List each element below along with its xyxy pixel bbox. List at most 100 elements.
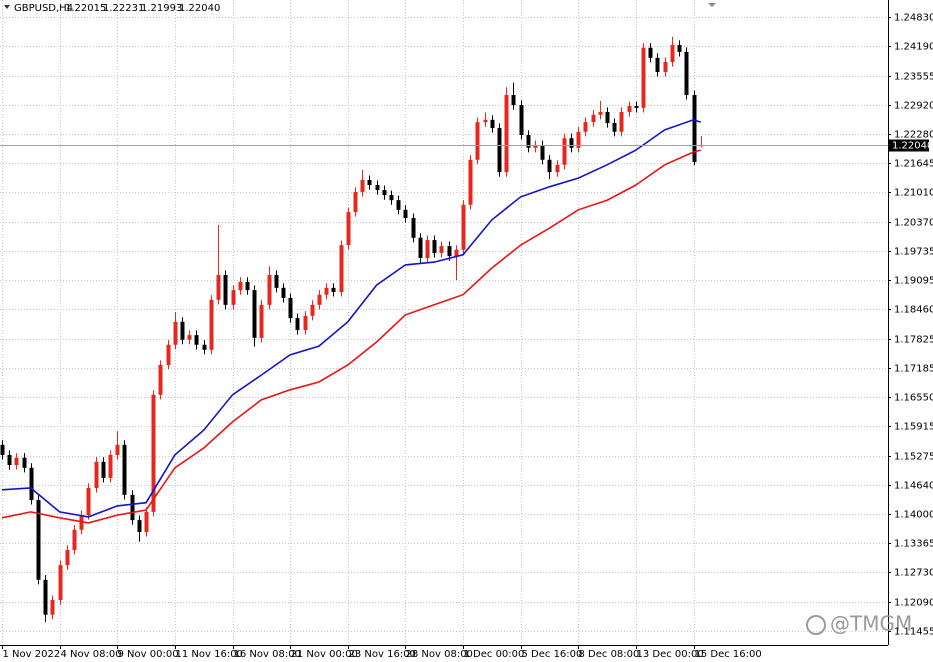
candle-body bbox=[591, 114, 596, 123]
candle-body bbox=[115, 444, 120, 455]
candle-body bbox=[223, 274, 228, 305]
candle-body bbox=[36, 499, 41, 580]
candle-body bbox=[526, 134, 531, 148]
candle-body bbox=[122, 444, 127, 495]
candle-body bbox=[684, 51, 689, 96]
candle-body bbox=[151, 394, 156, 512]
y-tick-label: 1.15275 bbox=[894, 452, 933, 463]
y-tick-label: 1.17185 bbox=[894, 364, 933, 375]
candle-body bbox=[267, 274, 272, 305]
moving-average bbox=[1, 149, 701, 524]
candle-body bbox=[50, 600, 55, 615]
watermark-text: @TMGM bbox=[830, 612, 912, 636]
candle-body bbox=[231, 290, 236, 305]
y-tick-label: 1.19095 bbox=[894, 276, 933, 287]
candle-body bbox=[468, 159, 473, 205]
candle-body bbox=[555, 164, 560, 173]
candle-body bbox=[194, 335, 199, 345]
candle-body bbox=[0, 444, 5, 455]
candle-body bbox=[245, 281, 250, 291]
candle-body bbox=[144, 511, 149, 533]
candle-body bbox=[411, 218, 416, 238]
y-tick-label: 1.23555 bbox=[894, 72, 933, 83]
candle-body bbox=[166, 344, 171, 365]
candle-body bbox=[447, 246, 452, 257]
candle-body bbox=[497, 128, 502, 173]
y-tick-label: 1.13365 bbox=[894, 539, 933, 550]
y-tick-label: 1.22920 bbox=[894, 101, 933, 112]
grid bbox=[0, 0, 888, 645]
candle-body bbox=[403, 209, 408, 219]
candle-body bbox=[598, 112, 603, 115]
candle-body bbox=[634, 106, 639, 108]
candle-body bbox=[130, 494, 135, 521]
candle-body bbox=[238, 281, 243, 291]
candle-body bbox=[670, 44, 675, 62]
candle-body bbox=[274, 274, 279, 288]
candle-body bbox=[22, 457, 27, 468]
candle-body bbox=[612, 123, 617, 132]
x-tick-label: 1 Nov 2022 bbox=[3, 649, 61, 660]
candle-body bbox=[252, 290, 257, 338]
candle-body bbox=[43, 579, 48, 615]
candle-body bbox=[483, 119, 488, 123]
candle-body bbox=[627, 106, 632, 113]
y-tick-label: 1.11455 bbox=[894, 627, 933, 638]
open-label: 1.22015 bbox=[65, 3, 106, 14]
candle-body bbox=[619, 112, 624, 132]
scroll-icon[interactable] bbox=[708, 3, 716, 7]
candle-body bbox=[389, 195, 394, 201]
candle-body bbox=[324, 287, 329, 295]
x-tick-label: 16 Nov 08:00 bbox=[234, 649, 301, 660]
candle-body bbox=[439, 246, 444, 253]
candle-body bbox=[418, 237, 423, 258]
x-tick-label: 15 Dec 16:00 bbox=[695, 649, 762, 660]
candle-body bbox=[209, 299, 214, 350]
candle-body bbox=[72, 529, 77, 550]
y-tick-label: 1.17825 bbox=[894, 335, 933, 346]
x-tick-label: 9 Nov 00:00 bbox=[118, 649, 179, 660]
candle-body bbox=[331, 287, 336, 292]
candle-body bbox=[14, 457, 19, 466]
candle-body bbox=[65, 549, 70, 566]
candle-body bbox=[58, 565, 63, 601]
candle-body bbox=[216, 274, 221, 300]
candle-body bbox=[94, 461, 99, 488]
x-tick-label: 4 Nov 08:00 bbox=[61, 649, 122, 660]
candle-body bbox=[519, 105, 524, 135]
x-tick-label: 28 Nov 08:00 bbox=[406, 649, 473, 660]
y-tick-label: 1.12730 bbox=[894, 568, 933, 579]
y-tick-label: 1.24830 bbox=[894, 13, 933, 24]
candle-body bbox=[353, 191, 358, 213]
last-price-tag bbox=[889, 139, 929, 152]
candle-body bbox=[396, 200, 401, 210]
candle-body bbox=[7, 454, 12, 466]
close-label: 1.22040 bbox=[179, 3, 220, 14]
x-tick-label: 23 Nov 16:00 bbox=[349, 649, 416, 660]
candle-body bbox=[281, 287, 286, 298]
y-tick-label: 1.19735 bbox=[894, 247, 933, 258]
candle-body bbox=[569, 138, 574, 148]
candle-body bbox=[187, 335, 192, 340]
candle-body bbox=[677, 44, 682, 52]
y-tick-label: 1.15915 bbox=[894, 422, 933, 433]
plot bbox=[0, 36, 888, 623]
candle-body bbox=[663, 61, 668, 73]
candle-body bbox=[108, 454, 113, 478]
moving-average bbox=[1, 118, 701, 518]
candle-body bbox=[303, 315, 308, 331]
y-tick-label: 1.18460 bbox=[894, 305, 933, 316]
candle-body bbox=[655, 57, 660, 73]
y-tick-label: 1.12090 bbox=[894, 598, 933, 609]
candle-body bbox=[583, 122, 588, 132]
watermark-icon bbox=[806, 615, 826, 635]
candle-body bbox=[605, 112, 610, 124]
menu-icon[interactable] bbox=[4, 5, 10, 9]
y-tick-label: 1.14000 bbox=[894, 510, 933, 521]
candle-body bbox=[540, 145, 545, 160]
x-tick-label: 5 Dec 16:00 bbox=[522, 649, 583, 660]
symbol: GBPUSD,H4 bbox=[14, 3, 73, 14]
candle-body bbox=[180, 321, 185, 340]
candle-body bbox=[648, 47, 653, 58]
